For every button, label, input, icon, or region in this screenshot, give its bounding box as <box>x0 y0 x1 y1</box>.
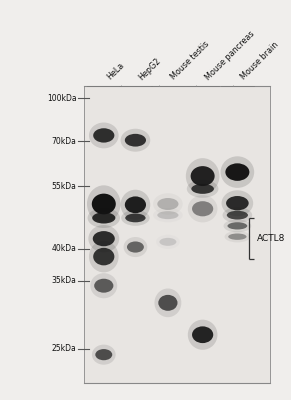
Ellipse shape <box>192 326 213 343</box>
Text: 35kDa: 35kDa <box>52 276 76 285</box>
Text: Mouse testis: Mouse testis <box>169 40 211 82</box>
Ellipse shape <box>120 129 150 152</box>
Ellipse shape <box>227 211 248 220</box>
Ellipse shape <box>221 190 253 216</box>
Ellipse shape <box>187 180 219 198</box>
Text: 100kDa: 100kDa <box>47 94 76 103</box>
Ellipse shape <box>125 196 146 213</box>
Ellipse shape <box>88 208 120 228</box>
Ellipse shape <box>223 207 252 223</box>
Text: Mouse brain: Mouse brain <box>239 40 280 82</box>
Ellipse shape <box>188 195 217 222</box>
Ellipse shape <box>188 320 217 350</box>
Ellipse shape <box>95 349 112 360</box>
Ellipse shape <box>92 345 116 365</box>
Ellipse shape <box>186 158 219 194</box>
Ellipse shape <box>89 241 119 272</box>
Ellipse shape <box>89 122 119 148</box>
Ellipse shape <box>157 198 178 210</box>
Ellipse shape <box>157 211 178 219</box>
Ellipse shape <box>92 212 115 224</box>
Bar <box>84 86 270 383</box>
Ellipse shape <box>228 222 247 230</box>
Ellipse shape <box>125 214 146 222</box>
Ellipse shape <box>121 210 150 226</box>
Ellipse shape <box>155 288 181 317</box>
Text: HeLa: HeLa <box>105 61 126 82</box>
Ellipse shape <box>221 156 254 188</box>
Ellipse shape <box>87 185 120 223</box>
Text: HepG2: HepG2 <box>137 56 163 82</box>
Ellipse shape <box>228 234 246 240</box>
Ellipse shape <box>127 242 144 253</box>
Text: ACTL8: ACTL8 <box>257 234 285 243</box>
Text: Mouse pancreas: Mouse pancreas <box>204 29 257 82</box>
Ellipse shape <box>191 184 214 194</box>
Ellipse shape <box>124 237 147 257</box>
Ellipse shape <box>226 196 249 210</box>
Ellipse shape <box>120 190 150 220</box>
Ellipse shape <box>93 128 114 143</box>
Ellipse shape <box>153 193 183 215</box>
Ellipse shape <box>88 225 119 252</box>
Ellipse shape <box>93 231 115 246</box>
Text: 55kDa: 55kDa <box>52 182 76 190</box>
Ellipse shape <box>225 231 250 242</box>
Ellipse shape <box>158 295 178 311</box>
Ellipse shape <box>159 238 176 246</box>
Ellipse shape <box>191 166 215 186</box>
Text: 40kDa: 40kDa <box>52 244 76 253</box>
Ellipse shape <box>223 220 251 232</box>
Ellipse shape <box>90 273 117 298</box>
Ellipse shape <box>192 201 213 216</box>
Ellipse shape <box>93 248 114 265</box>
Ellipse shape <box>125 134 146 146</box>
Text: 25kDa: 25kDa <box>52 344 76 353</box>
Ellipse shape <box>225 163 249 181</box>
Text: 70kDa: 70kDa <box>52 136 76 146</box>
Ellipse shape <box>92 194 116 214</box>
Ellipse shape <box>94 279 113 293</box>
